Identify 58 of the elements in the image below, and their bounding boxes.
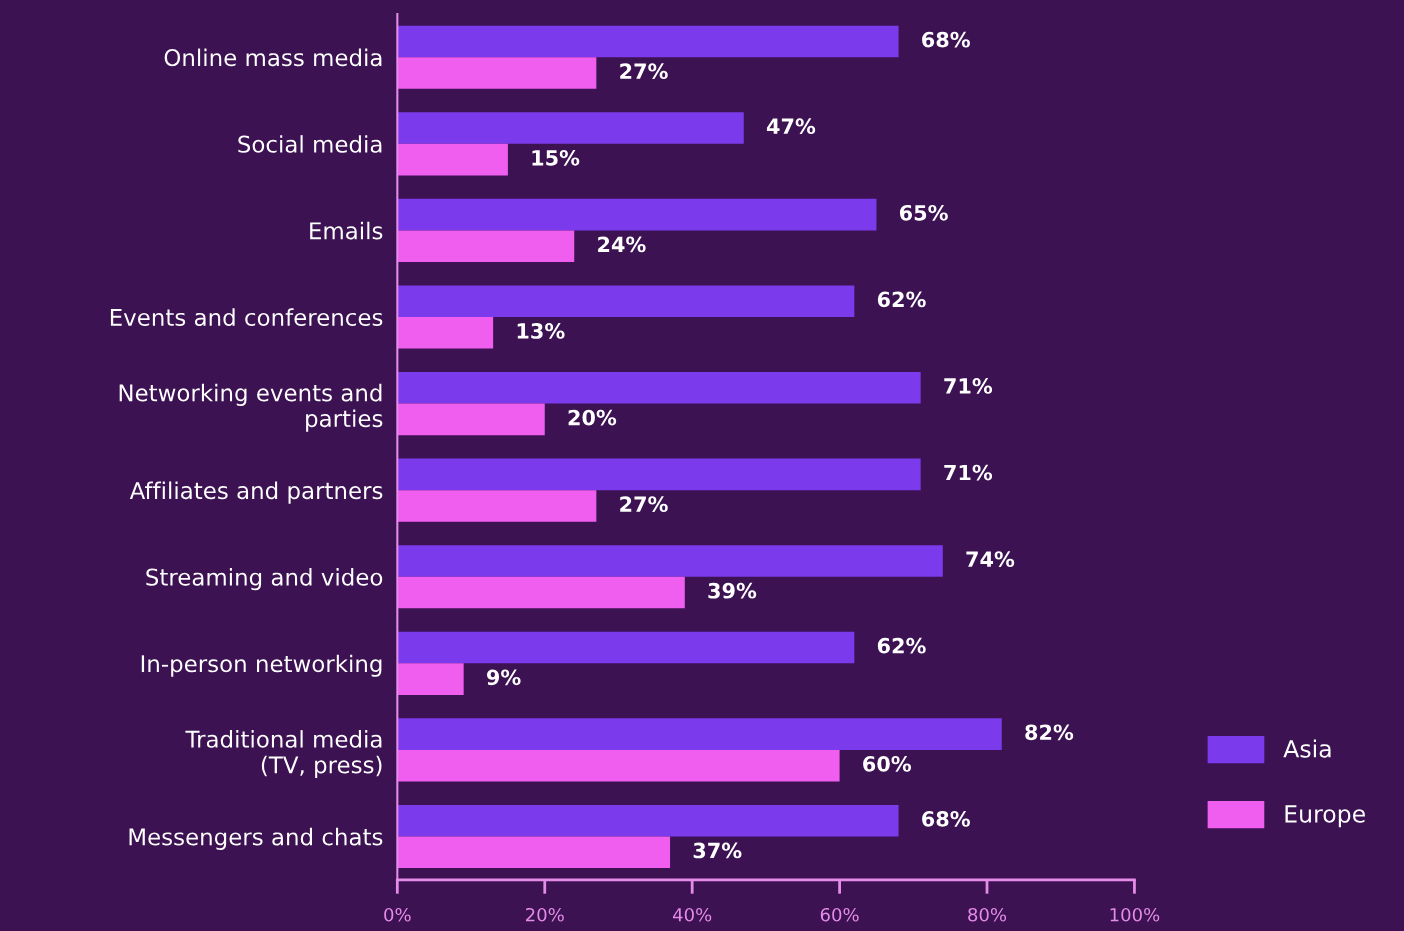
- x-tick-label: 0%: [384, 907, 411, 922]
- bar: [397, 198, 877, 231]
- bar: [397, 749, 840, 782]
- y-tick-label: Online mass media: [164, 48, 382, 67]
- bar: [397, 804, 899, 837]
- data-label: 37%: [693, 842, 742, 859]
- x-tick-label: 100%: [1110, 907, 1160, 922]
- y-tick-label: Social media: [238, 135, 382, 153]
- bar: [397, 285, 855, 318]
- x-tick-label: 40%: [672, 907, 712, 922]
- data-label: 15%: [532, 149, 580, 166]
- x-tick-label: 60%: [820, 907, 859, 922]
- x-tick-label: 20%: [526, 907, 564, 922]
- y-tick-label: Affiliates and partners: [129, 481, 383, 504]
- data-label: 47%: [766, 118, 816, 135]
- bar: [397, 545, 943, 577]
- bar: [397, 718, 1002, 750]
- y-tick-label: In-person networking: [141, 654, 382, 677]
- bar: [397, 230, 575, 263]
- bar: [397, 490, 597, 522]
- y-tick-label: Streaming and video: [146, 568, 383, 591]
- legend-label: Asia: [1283, 739, 1331, 758]
- data-label: 65%: [899, 204, 948, 221]
- y-tick-label: Messengers and chats: [129, 827, 383, 850]
- bar: [397, 143, 508, 176]
- data-label: 27%: [620, 496, 668, 513]
- y-tick-label: Emails: [310, 221, 383, 240]
- y-tick-label: Events and conferences: [110, 308, 383, 327]
- data-label: 68%: [922, 810, 970, 827]
- bar: [397, 663, 464, 695]
- bar: [397, 836, 671, 869]
- bar: [397, 576, 685, 609]
- data-label: 39%: [708, 582, 757, 599]
- data-label: 74%: [966, 551, 1015, 567]
- data-label: 62%: [877, 637, 926, 654]
- y-tick-label: Traditional media (TV, press): [185, 730, 382, 778]
- data-label: 27%: [620, 63, 668, 80]
- data-label: 82%: [1025, 724, 1074, 741]
- data-label: 24%: [598, 236, 646, 253]
- bar: [397, 458, 921, 491]
- bar: [397, 631, 855, 664]
- data-label: 60%: [863, 756, 912, 772]
- y-tick-label: Networking events and parties: [119, 383, 383, 432]
- bar: [397, 57, 597, 89]
- data-label: 68%: [922, 31, 970, 48]
- bar: [397, 371, 921, 404]
- bar: [397, 317, 494, 349]
- data-label: 71%: [944, 464, 993, 481]
- x-tick-label: 80%: [968, 907, 1007, 922]
- data-label: 9%: [486, 669, 521, 686]
- legend-label: Europe: [1285, 805, 1365, 828]
- data-label: 20%: [568, 409, 617, 426]
- bar: [397, 112, 744, 144]
- data-label: 62%: [877, 291, 926, 308]
- bar: [397, 403, 545, 436]
- data-label: 71%: [944, 378, 993, 394]
- data-label: 13%: [517, 323, 565, 339]
- bar: [397, 25, 899, 58]
